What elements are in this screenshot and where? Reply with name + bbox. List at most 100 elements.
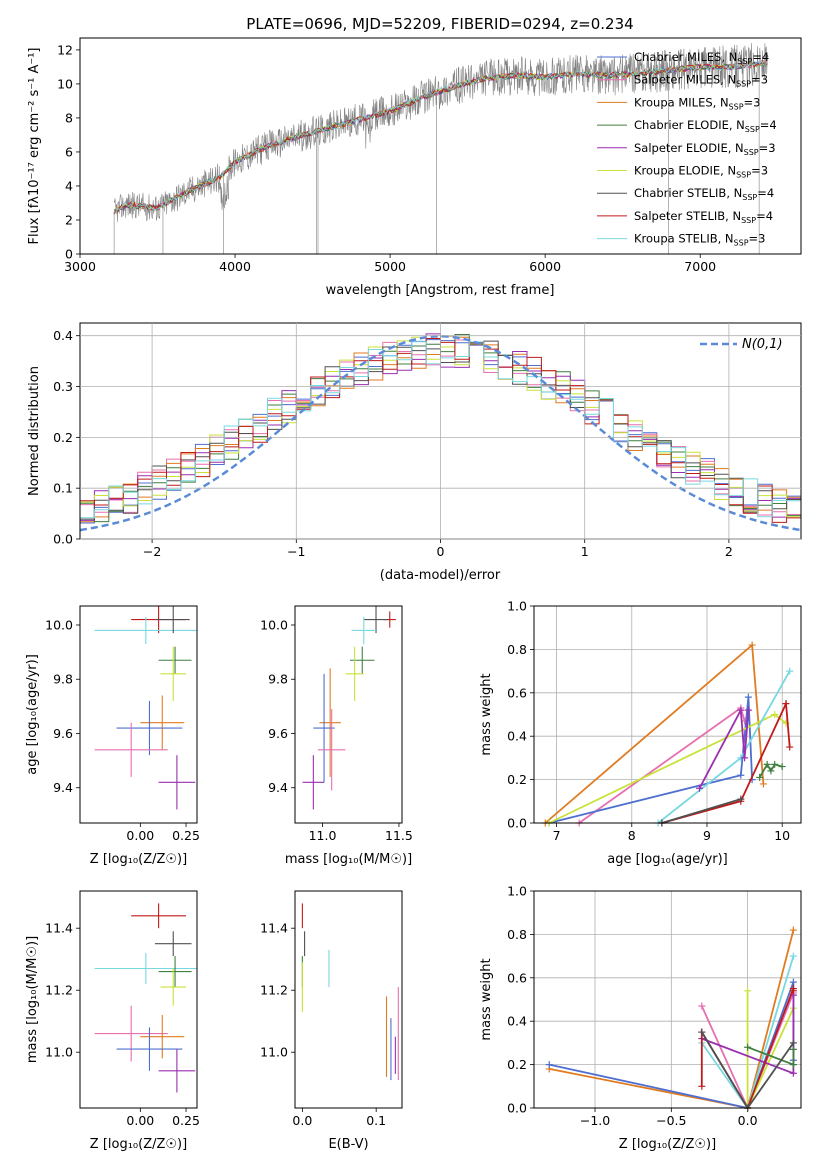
x-axis-label: Z [log₁₀(Z/Z☉)] (90, 852, 187, 867)
legend-post: =4 (760, 118, 777, 132)
y-axis-label: mass weight (479, 673, 494, 755)
x-tick-label: 5000 (374, 259, 406, 274)
legend-entry-kroupa_elodie: Kroupa ELODIE, NSSP=3 (634, 164, 768, 180)
age-vs-Z-panel: 0.00 0.25 9.4 9.6 9.8 10.0 Z [log₁₀(Z/Z☉)] age … (25, 605, 200, 867)
x-tick-label: 11.0 (309, 828, 337, 843)
y-tick-label: 1.0 (507, 599, 527, 614)
spectrum-axes: 3000 4000 5000 6000 7000 0 2 4 6 8 10 12 (57, 42, 716, 274)
x-tick-label: 0 (437, 544, 445, 559)
weight-marker-chabrier_elodie (771, 760, 779, 768)
x-axis-label: Z [log₁₀(Z/Z☉)] (90, 1137, 187, 1152)
legend-post: =3 (744, 95, 761, 109)
weight-marker-salpeter_elodie (744, 706, 752, 714)
legend-sub: SSP (736, 80, 751, 89)
y-tick-label: 0.2 (507, 772, 527, 787)
weight-marker-salpeter_elodie (695, 784, 703, 792)
legend-entry-kroupa_miles: Kroupa MILES, NSSP=3 (634, 95, 760, 111)
spectrum-panel: PLATE=0696, MJD=52209, FIBERID=0294, z=0… (27, 15, 802, 298)
legend-sub: SSP (745, 125, 760, 134)
axes-frame (294, 890, 403, 1109)
weight-marker-kroupa_stelib (786, 667, 794, 675)
x-tick-label: 0.25 (172, 1113, 200, 1128)
y-axis-label: mass [log₁₀(M/M☉)] (25, 936, 40, 1063)
legend-entry-chabrier_miles: Chabrier MILES, NSSP=4 (634, 50, 769, 66)
x-tick-label: −1 (287, 544, 305, 559)
model-spectrum-kroupa_stelib (113, 60, 768, 214)
mass-weight-vs-age-panel: 7 8 9 10 0.0 0.2 0.4 0.6 0.8 1.0 age [log₁₀(age/yr… (479, 599, 802, 867)
legend-sub: SSP (736, 171, 751, 180)
x-tick-label: 0.00 (126, 1113, 154, 1128)
y-axis-label: age [log₁₀(age/yr)] (25, 654, 40, 775)
y-tick-label: 0.4 (507, 1014, 527, 1029)
weight-marker-salpeter_elodie (741, 754, 749, 762)
y-tick-label: 0.8 (507, 927, 527, 942)
y-tick-label: 0.2 (507, 1057, 527, 1072)
spectrum-xlabel: wavelength [Angstrom, rest frame] (326, 283, 555, 298)
y-tick-label: 0.0 (507, 1101, 527, 1116)
y-tick-label: 1.0 (507, 884, 527, 899)
legend-label: Kroupa ELODIE, N (634, 164, 736, 178)
normal-legend-label: N(0,1) (742, 337, 783, 352)
weight-line-chabrier_stelib (661, 798, 742, 824)
x-tick-label: 9 (703, 828, 711, 843)
y-tick-label: 11.2 (45, 983, 73, 998)
weight-marker-kroupa_elodie (744, 987, 752, 995)
y-tick-label: 11.0 (45, 1045, 73, 1060)
y-tick-label: 10 (57, 76, 73, 91)
mass-vs-EBV-panel: 0.0 0.1 11.0 11.2 11.4 E(B-V) (260, 890, 403, 1152)
weight-marker-kroupa_miles (759, 780, 767, 788)
weight-marker-chabrier_elodie (756, 773, 764, 781)
x-tick-label: 0.1 (366, 1113, 386, 1128)
weight-marker-salpeter_stelib (698, 1082, 706, 1090)
weight-marker-kroupa_miles (748, 641, 756, 649)
legend-sub: SSP (729, 102, 744, 111)
weight-marker-chabrier_stelib (789, 1039, 797, 1047)
weight-line-chabrier_miles (548, 697, 753, 824)
weight-marker-salpeter_stelib (782, 700, 790, 708)
weight-marker-chabrier_miles (789, 978, 797, 986)
legend-sub: SSP (734, 239, 749, 248)
y-tick-label: 0.6 (507, 970, 527, 985)
x-axis-label: Z [log₁₀(Z/Z☉)] (619, 1137, 716, 1152)
x-tick-label: 8 (628, 828, 636, 843)
legend-label: Chabrier STELIB, N (634, 186, 742, 200)
y-tick-label: 0.4 (507, 729, 527, 744)
x-tick-label: −0.5 (656, 1113, 686, 1128)
y-tick-label: 10.0 (260, 617, 288, 632)
residual-xlabel: (data-model)/error (380, 568, 501, 583)
weight-marker-kroupa_stelib (789, 952, 797, 960)
x-tick-label: −1.0 (580, 1113, 610, 1128)
y-tick-label: 0.1 (53, 481, 73, 496)
legend-sub: SSP (737, 57, 752, 66)
legend-label: Kroupa STELIB, N (634, 232, 734, 246)
legend-sub: SSP (741, 216, 756, 225)
legend-post: =4 (756, 209, 773, 223)
x-tick-label: −2 (143, 544, 161, 559)
weight-marker-salpeter_stelib (786, 743, 794, 751)
y-tick-label: 9.6 (53, 726, 73, 741)
y-tick-label: 9.8 (268, 672, 288, 687)
legend-label: Salpeter ELODIE, N (634, 141, 744, 155)
axes-frame (79, 890, 198, 1109)
spectrum-title: PLATE=0696, MJD=52209, FIBERID=0294, z=0… (246, 15, 633, 33)
legend-label: Salpeter MILES, N (634, 73, 736, 87)
y-tick-label: 10.0 (45, 617, 73, 632)
y-tick-label: 11.2 (260, 983, 288, 998)
legend-label: Chabrier MILES, N (634, 50, 737, 64)
residual-ylabel: Normed distribution (27, 366, 42, 496)
axes-frame (533, 605, 802, 824)
legend-post: =4 (757, 186, 774, 200)
axes-frame (79, 605, 198, 824)
y-tick-label: 0.6 (507, 685, 527, 700)
mass-weight-vs-Z-panel: −1.0 −0.5 0.0 0.0 0.2 0.4 0.6 0.8 1.0 Z [log₁₀(Z/… (479, 884, 802, 1152)
x-tick-label: 0.00 (126, 828, 154, 843)
legend-entry-chabrier_stelib: Chabrier STELIB, NSSP=4 (634, 186, 774, 202)
y-tick-label: 9.8 (53, 672, 73, 687)
y-tick-label: 11.0 (260, 1045, 288, 1060)
legend-label: Kroupa MILES, N (634, 95, 729, 109)
x-axis-label: mass [log₁₀(M/M☉)] (285, 852, 412, 867)
x-tick-label: 2 (725, 544, 733, 559)
spectrum-plot-area (113, 43, 769, 254)
y-tick-label: 0.8 (507, 642, 527, 657)
